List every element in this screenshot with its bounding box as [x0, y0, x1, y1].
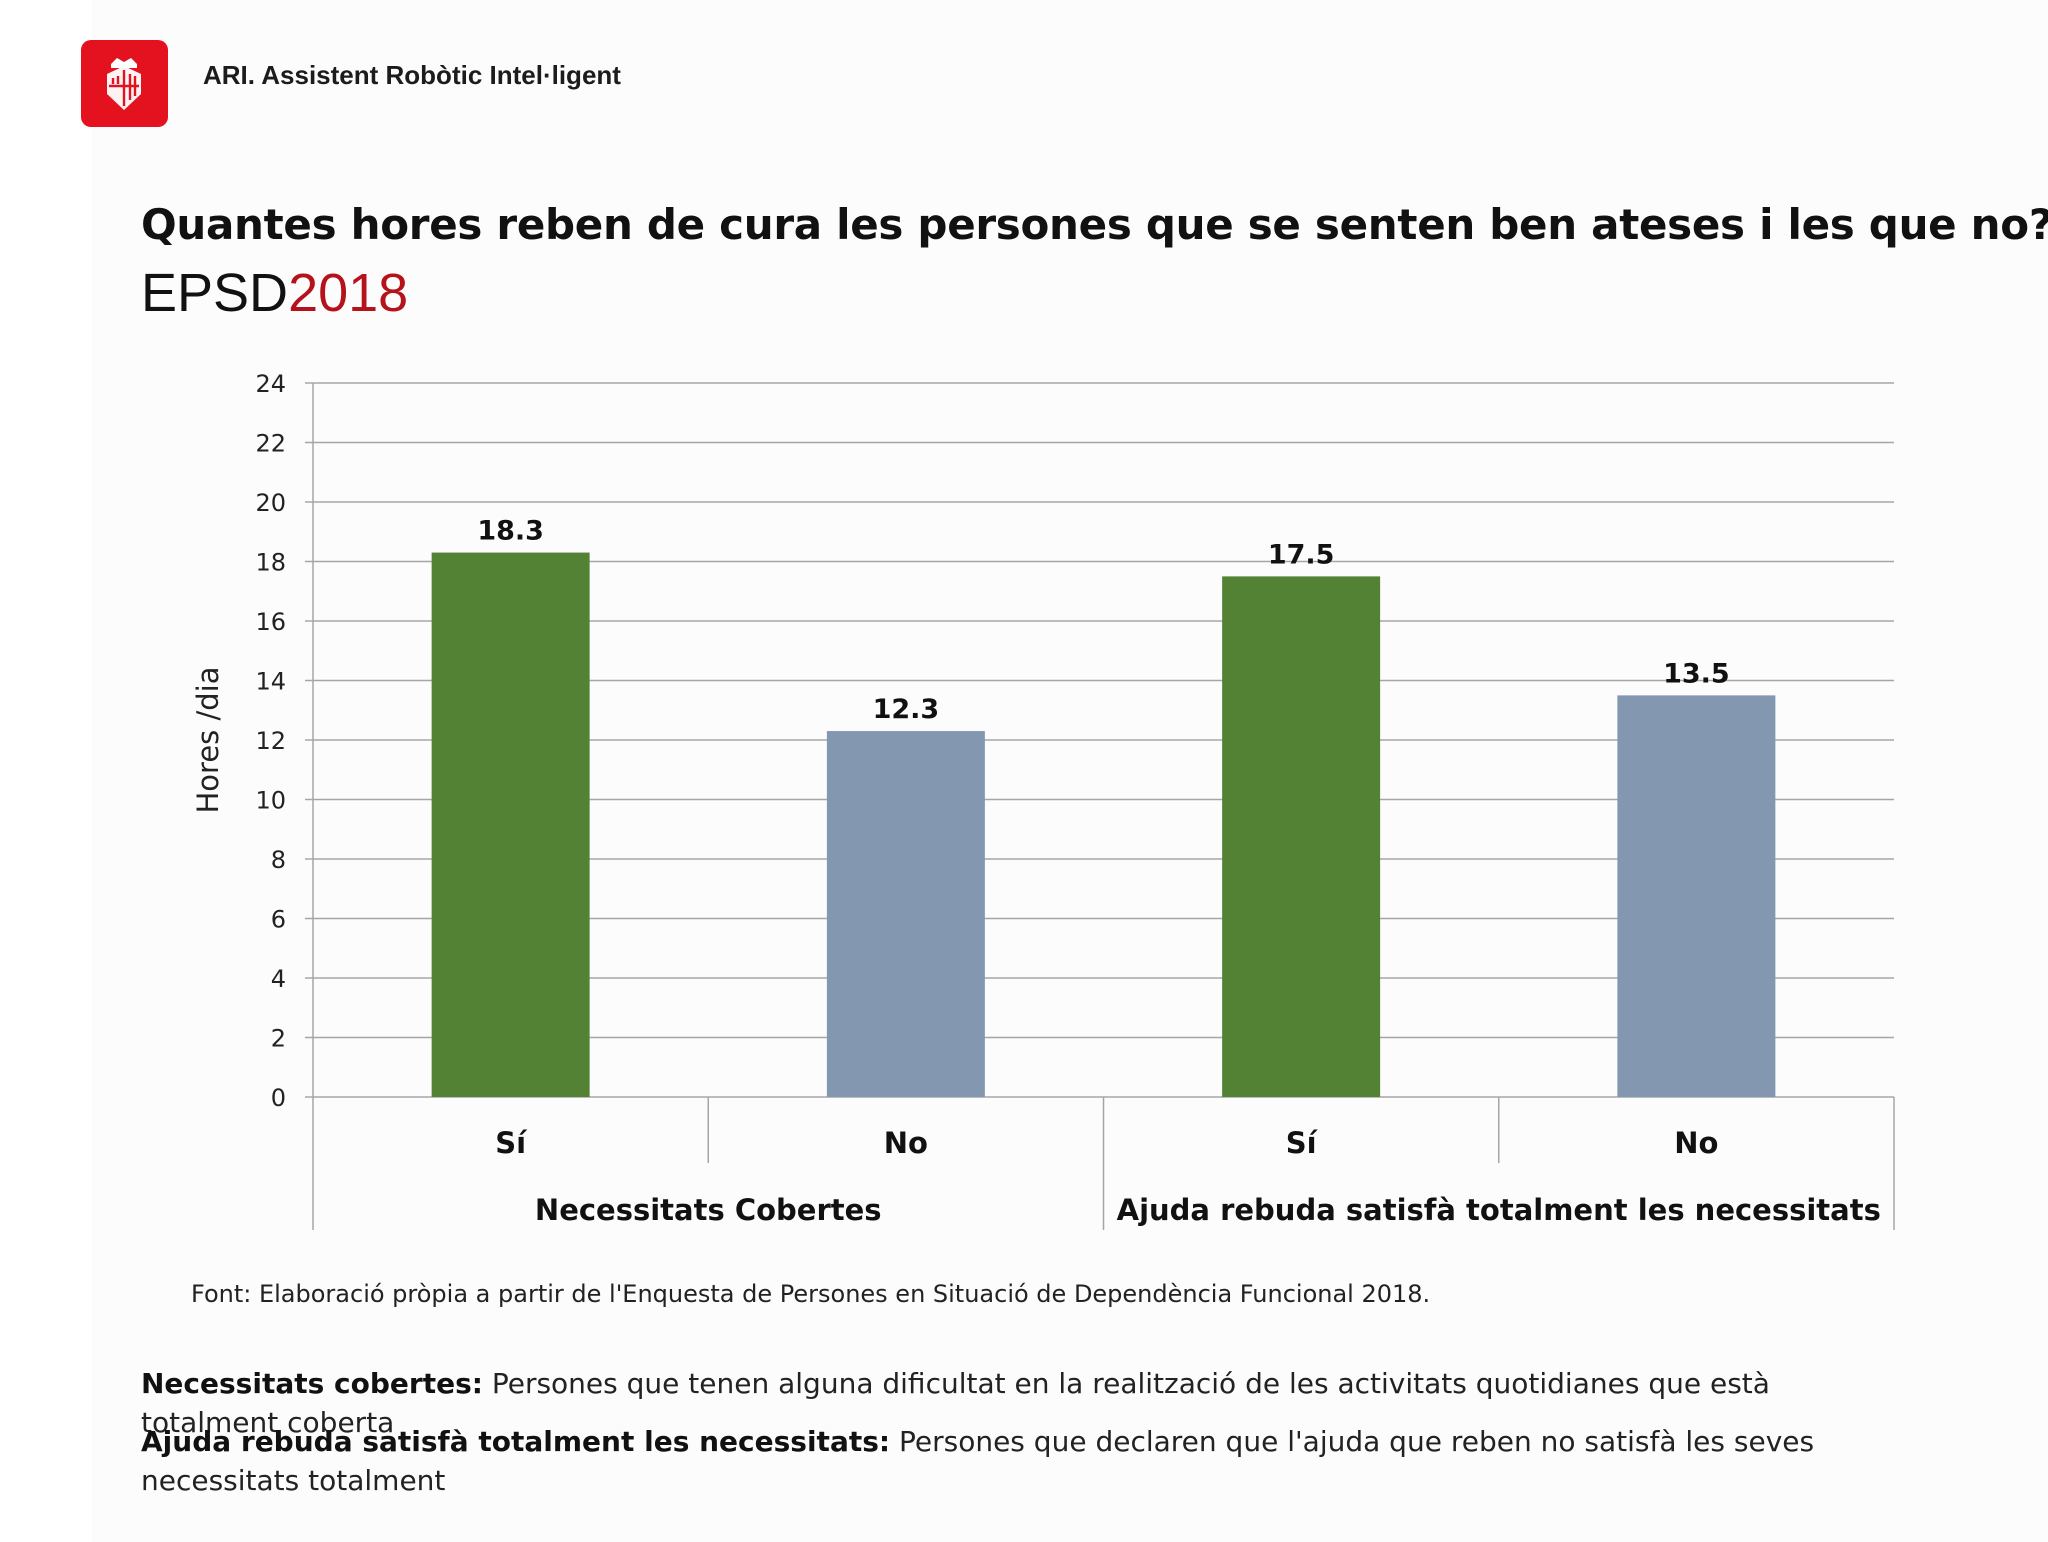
x-category-label: Sí	[495, 1126, 528, 1160]
bar-value-label: 18.3	[477, 516, 544, 547]
x-group-label: Ajuda rebuda satisfà totalment les neces…	[1117, 1193, 1881, 1227]
subtitle-year: 2018	[288, 263, 409, 323]
definition-necessitats-cobertes: Necessitats cobertes: Persones que tenen…	[141, 1364, 1901, 1442]
x-category-label: Sí	[1286, 1126, 1319, 1160]
y-tick-label: 10	[255, 787, 286, 815]
bar-value-label: 12.3	[873, 694, 940, 725]
y-tick-label: 24	[255, 370, 286, 398]
y-tick-label: 0	[271, 1084, 286, 1112]
definition-term: Necessitats cobertes:	[141, 1367, 483, 1400]
y-tick-label: 14	[255, 668, 286, 696]
y-axis-label: Hores /dia	[191, 666, 225, 813]
x-category-label: No	[884, 1126, 928, 1160]
source-note: Font: Elaboració pròpia a partir de l'En…	[191, 1280, 1431, 1308]
definition-term: Ajuda rebuda satisfà totalment les neces…	[141, 1425, 891, 1458]
barcelona-coat-of-arms-icon	[81, 40, 168, 127]
definition-text: Persones que declaren que l'ajuda que re…	[141, 1425, 1815, 1497]
definition-ajuda-rebuda: Ajuda rebuda satisfà totalment les neces…	[141, 1422, 1901, 1500]
subtitle-prefix: EPSD	[141, 263, 289, 323]
bar-1	[431, 552, 590, 1097]
bar-value-label: 17.5	[1268, 539, 1335, 570]
y-tick-label: 6	[271, 906, 286, 934]
y-tick-label: 4	[271, 965, 286, 993]
bar-2	[826, 731, 985, 1097]
y-tick-label: 18	[255, 549, 286, 577]
page-title: Quantes hores reben de cura les persones…	[141, 200, 2048, 249]
bar-3	[1222, 576, 1381, 1097]
bar-value-label: 13.5	[1663, 658, 1730, 689]
page-subtitle: EPSD2018	[141, 262, 408, 324]
x-category-label: No	[1674, 1126, 1718, 1160]
y-tick-label: 20	[255, 489, 286, 517]
y-tick-label: 8	[271, 846, 286, 874]
bar-4	[1617, 695, 1776, 1097]
y-tick-label: 22	[255, 430, 286, 458]
definition-text: Persones que tenen alguna dificultat en …	[141, 1367, 1770, 1439]
y-tick-label: 16	[255, 608, 286, 636]
x-group-label: Necessitats Cobertes	[535, 1193, 882, 1227]
y-tick-label: 2	[271, 1025, 286, 1053]
y-tick-label: 12	[255, 727, 286, 755]
brand-title: ARI. Assistent Robòtic Intel·ligent	[203, 60, 621, 90]
